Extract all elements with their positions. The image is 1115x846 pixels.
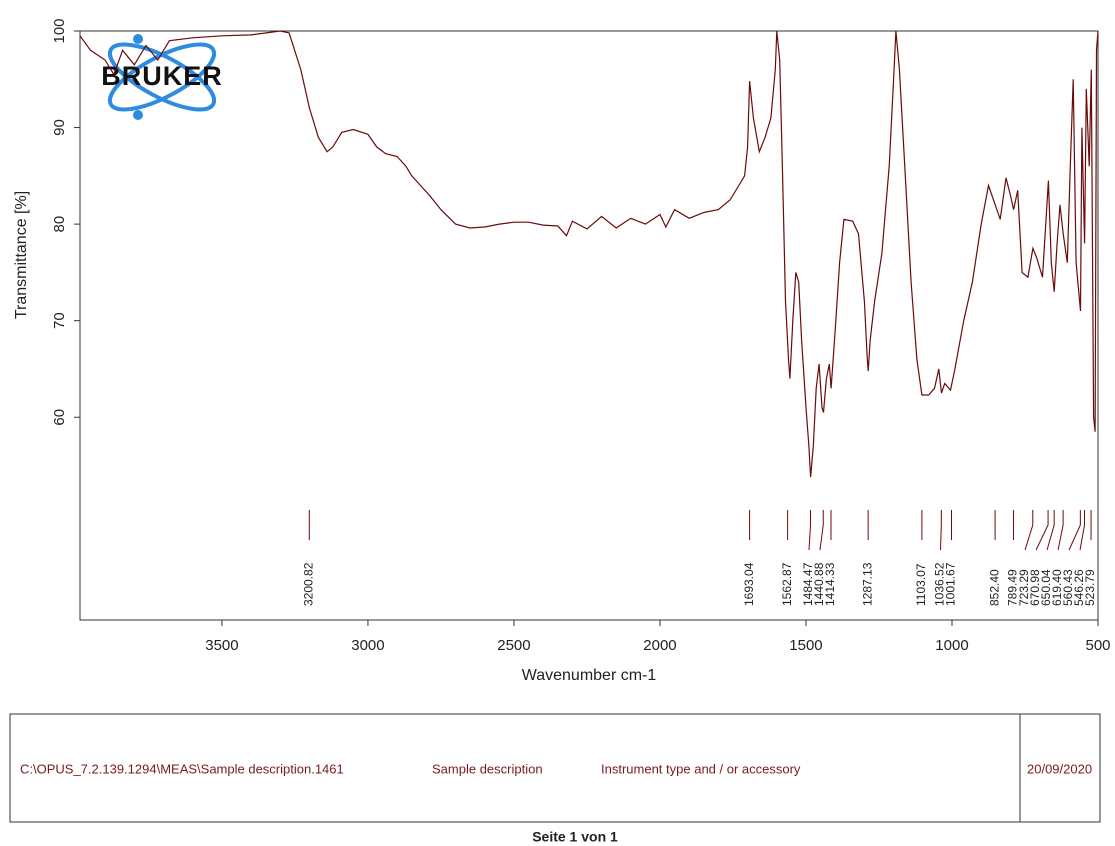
peak-marker xyxy=(1057,510,1064,551)
peak-label: 650.04 xyxy=(1039,569,1053,606)
logo: BRUKER xyxy=(101,34,223,120)
y-tick-label: 60 xyxy=(51,409,68,426)
logo-dot xyxy=(133,110,143,120)
peak-marker xyxy=(808,510,812,551)
x-axis-label: Wavenumber cm-1 xyxy=(522,667,657,684)
spectrum-line xyxy=(79,30,1099,478)
peak-label: 1562.87 xyxy=(780,562,794,606)
x-tick-label: 3500 xyxy=(205,637,238,654)
x-tick-label: 2000 xyxy=(643,637,676,654)
footer-sample: Sample description xyxy=(432,761,543,776)
peak-label: 1484.47 xyxy=(801,562,815,606)
x-tick-label: 3000 xyxy=(351,637,384,654)
peak-marker xyxy=(1035,510,1049,551)
footer-path: C:\OPUS_7.2.139.1294\MEAS\Sample descrip… xyxy=(20,761,344,776)
peak-label: 1001.67 xyxy=(944,562,958,606)
logo-dot xyxy=(133,34,143,44)
x-tick-label: 2500 xyxy=(497,637,530,654)
peak-label: 852.40 xyxy=(987,569,1001,606)
peak-label: 670.98 xyxy=(1028,569,1042,606)
y-axis-label: Transmittance [%] xyxy=(13,191,30,319)
peak-label: 523.79 xyxy=(1083,569,1097,606)
peak-label: 1036.52 xyxy=(933,562,947,606)
peak-label: 1414.33 xyxy=(823,562,837,606)
peak-marker xyxy=(1024,510,1034,551)
peak-label: 1103.07 xyxy=(914,563,928,606)
x-tick-label: 1000 xyxy=(935,637,968,654)
peak-label: 1287.13 xyxy=(860,562,874,606)
peak-label: 3200.82 xyxy=(301,562,315,606)
logo-text: BRUKER xyxy=(101,61,223,91)
peak-label: 560.43 xyxy=(1061,569,1075,606)
footer-instrument: Instrument type and / or accessory xyxy=(601,761,801,776)
page-label: Seite 1 von 1 xyxy=(532,829,618,845)
y-tick-label: 80 xyxy=(51,216,68,233)
plot-frame xyxy=(79,30,1099,621)
footer-date: 20/09/2020 xyxy=(1027,761,1092,776)
peak-marker xyxy=(819,510,824,551)
y-tick-label: 100 xyxy=(51,18,68,43)
logo-orbit xyxy=(107,42,217,112)
peak-label: 546.26 xyxy=(1072,569,1086,606)
peak-label: 789.49 xyxy=(1006,569,1020,606)
logo-orbit xyxy=(107,42,217,112)
peak-label: 619.40 xyxy=(1050,569,1064,606)
y-tick-label: 70 xyxy=(51,312,68,329)
peak-marker xyxy=(1046,510,1055,551)
x-tick-label: 1500 xyxy=(789,637,822,654)
peak-label: 1440.88 xyxy=(812,562,826,606)
footer-box xyxy=(9,713,1101,823)
peak-marker xyxy=(1079,510,1085,551)
peak-label: 1693.04 xyxy=(742,562,756,606)
x-tick-label: 500 xyxy=(1085,637,1110,654)
y-tick-label: 90 xyxy=(51,119,68,136)
peak-marker xyxy=(940,510,942,551)
peak-marker xyxy=(1068,510,1081,551)
peak-label: 723.29 xyxy=(1017,569,1031,606)
